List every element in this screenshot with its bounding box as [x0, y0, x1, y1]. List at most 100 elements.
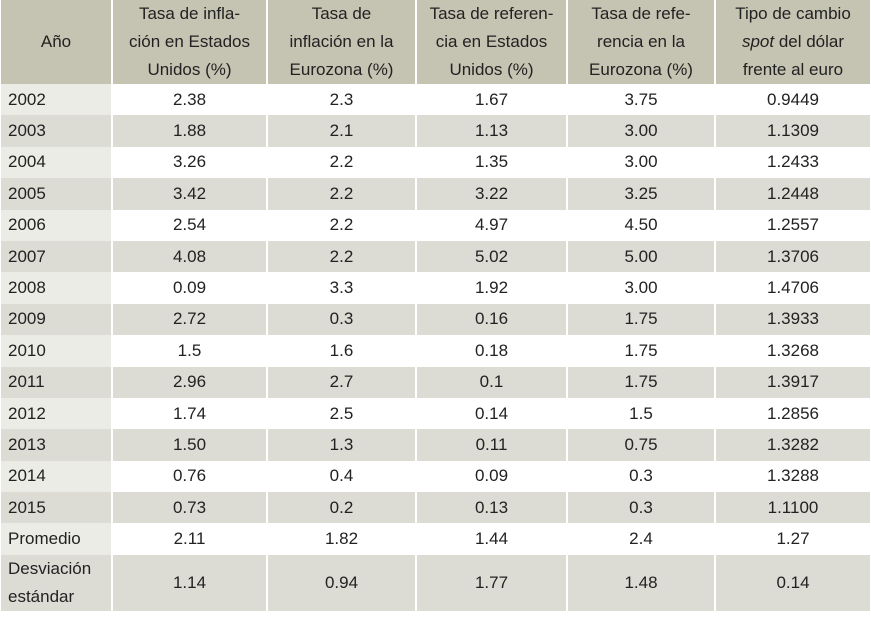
cell-fx-rate: 1.3933	[715, 303, 870, 336]
cell-us-rate: 0.11	[416, 429, 568, 461]
cell-fx-rate: 1.2448	[715, 178, 870, 210]
cell-year: 2014	[1, 460, 113, 493]
cell-fx-rate: 1.3288	[715, 460, 870, 493]
cell-ez-rate: 1.75	[567, 335, 716, 367]
cell-year: 2013	[1, 429, 113, 461]
cell-year: 2002	[1, 84, 113, 116]
cell-ez-inflation: 2.3	[267, 84, 417, 116]
table-row: 2007 4.08 2.2 5.02 5.00 1.3706	[1, 240, 870, 273]
cell-us-rate: 1.13	[416, 115, 568, 147]
table-row: 2013 1.50 1.3 0.11 0.75 1.3282	[1, 429, 870, 461]
cell-ez-rate: 3.00	[567, 146, 716, 179]
cell-year: Promedio	[1, 523, 113, 555]
cell-us-rate: 1.35	[416, 146, 568, 179]
cell-fx-rate: 1.2433	[715, 146, 870, 179]
cell-us-rate: 0.14	[416, 397, 568, 430]
cell-year: 2011	[1, 366, 113, 398]
cell-us-rate: 5.02	[416, 240, 568, 273]
cell-ez-inflation: 1.6	[267, 335, 417, 367]
header-ez-rate: Tasa de refe- rencia en la Eurozona (%)	[567, 0, 716, 84]
cell-fx-rate: 1.1309	[715, 115, 870, 147]
cell-year: 2008	[1, 272, 113, 304]
cell-fx-rate: 1.3282	[715, 429, 870, 461]
fx-spot-italic: spot	[741, 32, 775, 51]
cell-ez-rate: 0.3	[567, 460, 716, 493]
header-ez-inflation: Tasa de inflación en la Eurozona (%)	[267, 0, 417, 84]
cell-us-rate: 1.77	[416, 554, 568, 611]
cell-ez-inflation: 2.7	[267, 366, 417, 398]
cell-ez-rate: 3.25	[567, 178, 716, 210]
cell-ez-inflation: 1.3	[267, 429, 417, 461]
cell-us-rate: 1.92	[416, 272, 568, 304]
cell-fx-rate: 1.3268	[715, 335, 870, 367]
cell-us-inflation: 2.54	[112, 209, 268, 241]
table-row: 2008 0.09 3.3 1.92 3.00 1.4706	[1, 272, 870, 304]
cell-us-inflation: 2.72	[112, 303, 268, 336]
cell-us-inflation: 1.14	[112, 554, 268, 611]
cell-year: 2005	[1, 178, 113, 210]
cell-ez-rate: 1.75	[567, 366, 716, 398]
cell-fx-rate: 1.27	[715, 523, 870, 555]
cell-us-inflation: 1.5	[112, 335, 268, 367]
table-row: Promedio 2.11 1.82 1.44 2.4 1.27	[1, 523, 870, 555]
cell-us-inflation: 1.50	[112, 429, 268, 461]
cell-ez-inflation: 2.1	[267, 115, 417, 147]
cell-ez-rate: 3.00	[567, 115, 716, 147]
cell-fx-rate: 1.3917	[715, 366, 870, 398]
cell-year: 2010	[1, 335, 113, 367]
cell-ez-rate: 5.00	[567, 240, 716, 273]
table-row: 2005 3.42 2.2 3.22 3.25 1.2448	[1, 178, 870, 210]
header-us-inflation: Tasa de infla- ción en Estados Unidos (%…	[112, 0, 268, 84]
cell-ez-inflation: 2.5	[267, 397, 417, 430]
cell-us-rate: 0.13	[416, 492, 568, 524]
cell-ez-rate: 0.3	[567, 492, 716, 524]
cell-ez-rate: 4.50	[567, 209, 716, 241]
cell-us-inflation: 1.88	[112, 115, 268, 147]
table-row: 2012 1.74 2.5 0.14 1.5 1.2856	[1, 397, 870, 430]
cell-ez-inflation: 2.2	[267, 146, 417, 179]
cell-ez-inflation: 2.2	[267, 240, 417, 273]
table-row: 2004 3.26 2.2 1.35 3.00 1.2433	[1, 146, 870, 179]
cell-year: 2004	[1, 146, 113, 179]
cell-year: 2006	[1, 209, 113, 241]
table-row-std: Desviación estándar 1.14 0.94 1.77 1.48 0.14	[1, 554, 870, 611]
cell-us-inflation: 0.09	[112, 272, 268, 304]
cell-us-rate: 4.97	[416, 209, 568, 241]
cell-ez-rate: 1.5	[567, 397, 716, 430]
cell-us-inflation: 3.42	[112, 178, 268, 210]
table-body: 2002 2.38 2.3 1.67 3.75 0.9449 2003 1.88 2.1 1.13…	[1, 84, 870, 611]
cell-us-rate: 1.67	[416, 84, 568, 116]
cell-fx-rate: 0.9449	[715, 84, 870, 116]
cell-fx-rate: 1.4706	[715, 272, 870, 304]
header-fx-rate: Tipo de cambio spot del dólar frente al …	[715, 0, 870, 84]
cell-ez-rate: 2.4	[567, 523, 716, 555]
cell-us-rate: 3.22	[416, 178, 568, 210]
table-row: 2002 2.38 2.3 1.67 3.75 0.9449	[1, 84, 870, 116]
header-year: Año	[1, 0, 113, 84]
cell-ez-inflation: 0.4	[267, 460, 417, 493]
cell-us-rate: 1.44	[416, 523, 568, 555]
cell-fx-rate: 1.3706	[715, 240, 870, 273]
table-row: 2006 2.54 2.2 4.97 4.50 1.2557	[1, 209, 870, 241]
cell-fx-rate: 1.1100	[715, 492, 870, 524]
header-us-rate: Tasa de referen- cia en Estados Unidos (…	[416, 0, 568, 84]
table-row: 2011 2.96 2.7 0.1 1.75 1.3917	[1, 366, 870, 398]
cell-ez-rate: 3.00	[567, 272, 716, 304]
table-row: 2010 1.5 1.6 0.18 1.75 1.3268	[1, 335, 870, 367]
cell-us-rate: 0.16	[416, 303, 568, 336]
cell-year: 2009	[1, 303, 113, 336]
cell-us-rate: 0.09	[416, 460, 568, 493]
cell-ez-inflation: 2.2	[267, 209, 417, 241]
cell-year: 2015	[1, 492, 113, 524]
cell-ez-rate: 3.75	[567, 84, 716, 116]
cell-us-rate: 0.1	[416, 366, 568, 398]
cell-ez-inflation: 0.94	[267, 554, 417, 611]
cell-us-inflation: 1.74	[112, 397, 268, 430]
table-row: 2015 0.73 0.2 0.13 0.3 1.1100	[1, 492, 870, 524]
cell-us-inflation: 2.11	[112, 523, 268, 555]
cell-ez-inflation: 0.2	[267, 492, 417, 524]
header-row: Año Tasa de infla- ción en Estados Unido…	[1, 0, 870, 84]
cell-us-rate: 0.18	[416, 335, 568, 367]
table-row: 2014 0.76 0.4 0.09 0.3 1.3288	[1, 460, 870, 493]
cell-ez-inflation: 1.82	[267, 523, 417, 555]
